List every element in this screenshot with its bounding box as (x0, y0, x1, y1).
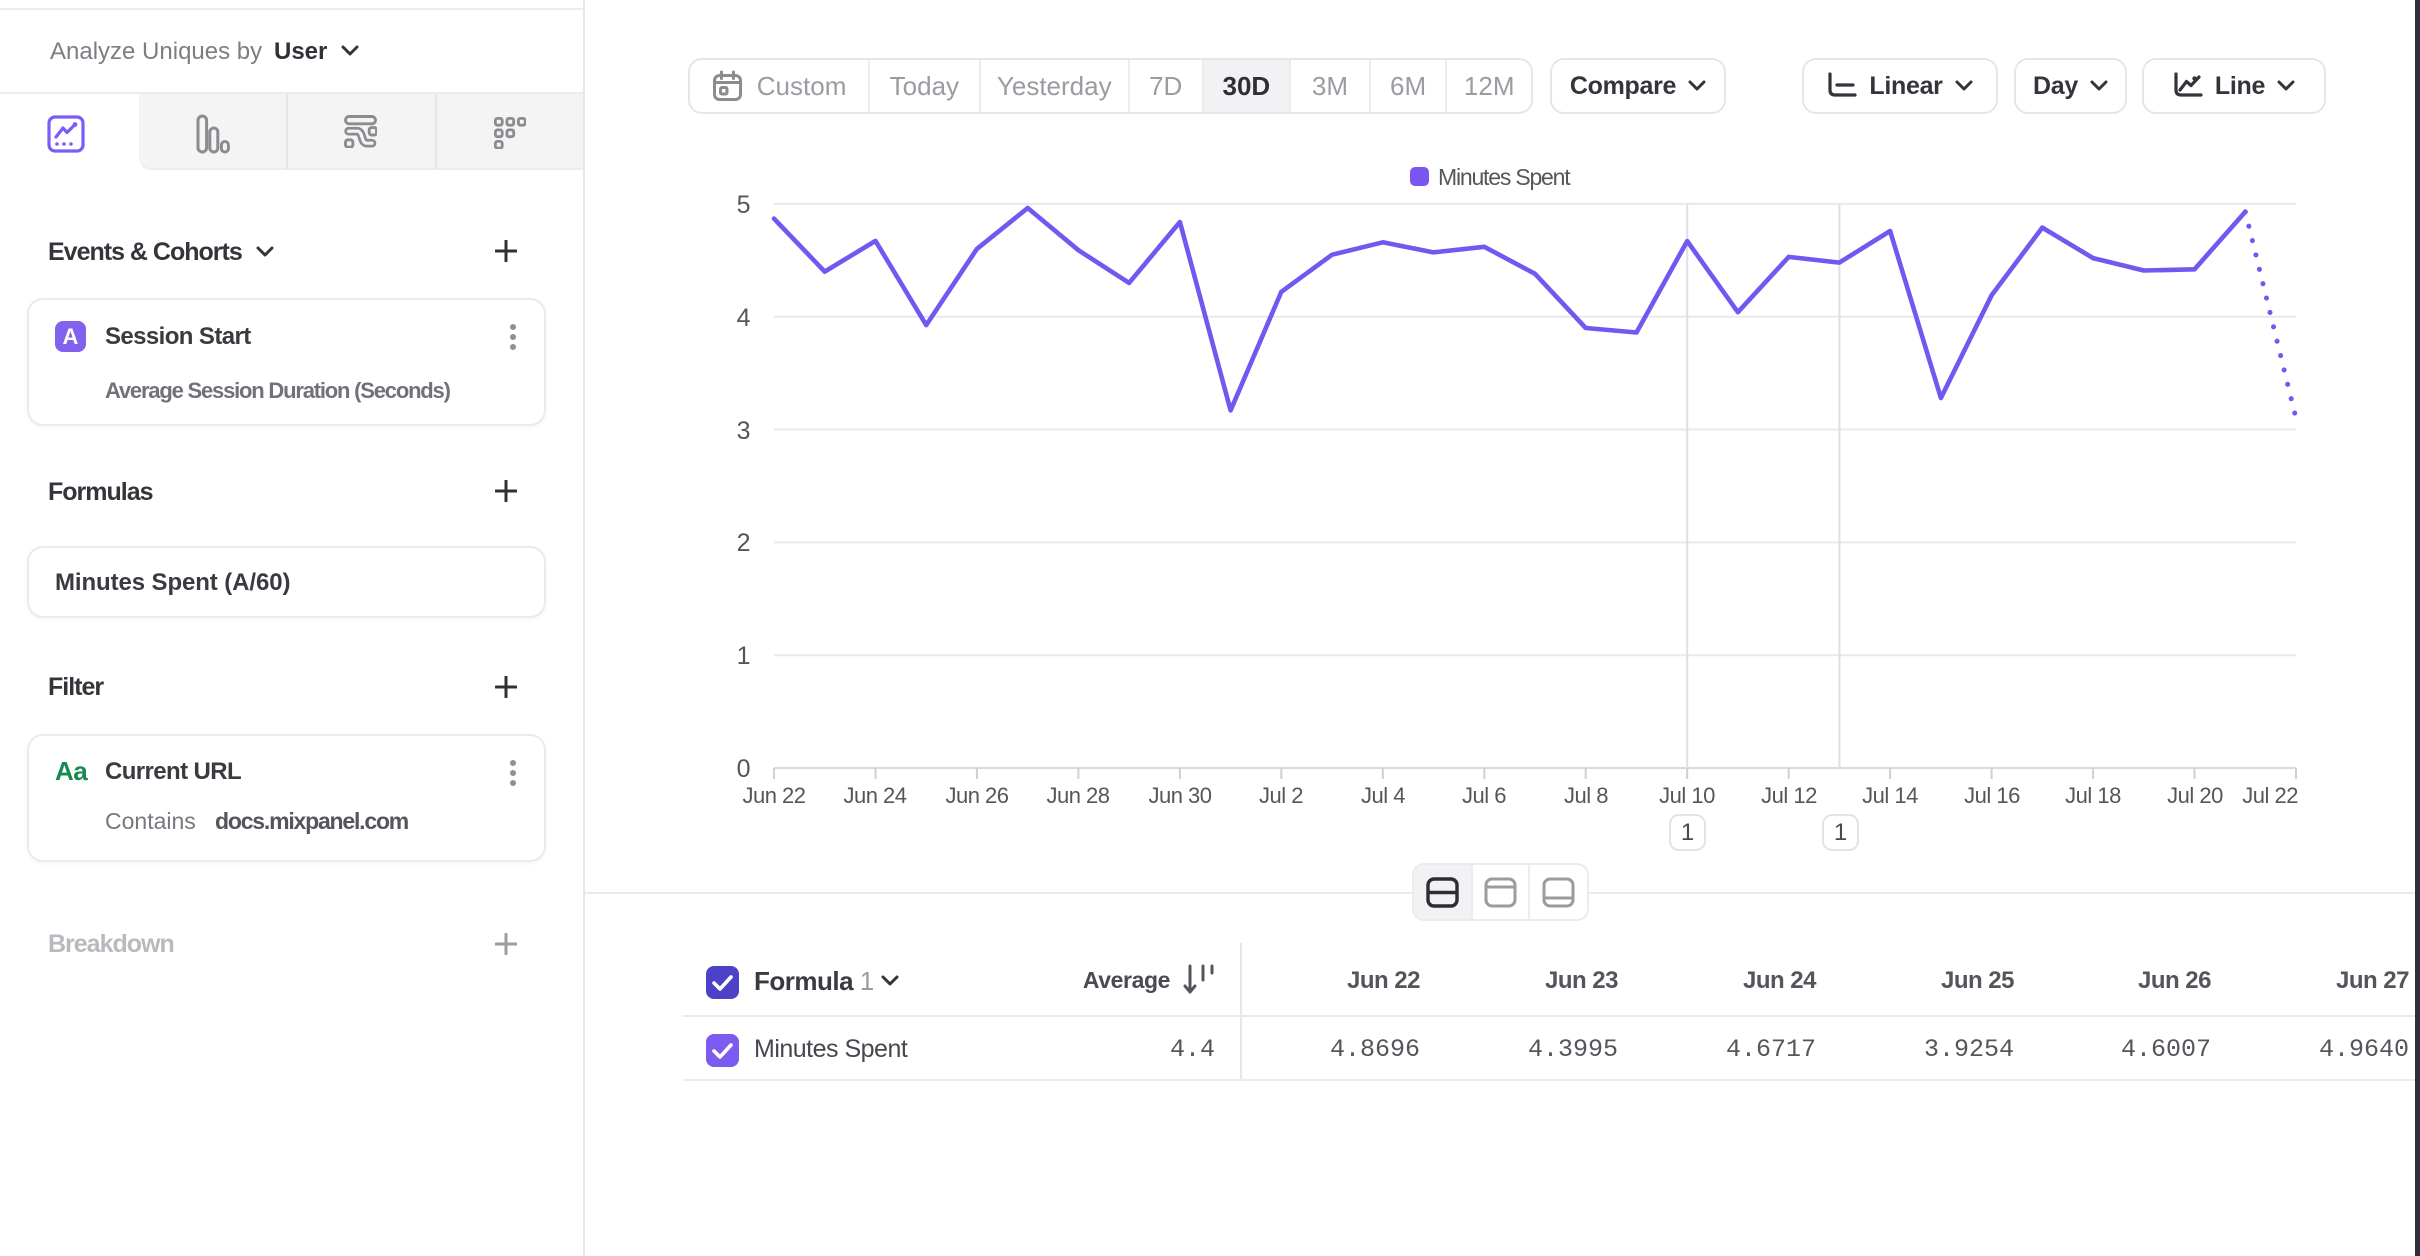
svg-text:Jul 18: Jul 18 (2065, 783, 2121, 808)
svg-text:Jul 12: Jul 12 (1761, 783, 1817, 808)
svg-text:Jul 4: Jul 4 (1361, 783, 1405, 808)
svg-text:Jul 20: Jul 20 (2167, 783, 2223, 808)
svg-text:Jul 8: Jul 8 (1564, 783, 1608, 808)
svg-text:Jun 28: Jun 28 (1046, 783, 1109, 808)
svg-text:0: 0 (737, 755, 750, 783)
svg-text:4: 4 (737, 304, 751, 332)
svg-text:Jun 26: Jun 26 (945, 783, 1008, 808)
svg-text:3: 3 (737, 417, 750, 445)
svg-text:Jul 10: Jul 10 (1659, 783, 1715, 808)
svg-text:Jul 16: Jul 16 (1964, 783, 2020, 808)
svg-text:Jun 30: Jun 30 (1148, 783, 1211, 808)
svg-text:Jul 14: Jul 14 (1862, 783, 1918, 808)
svg-text:1: 1 (737, 642, 750, 670)
svg-text:2: 2 (737, 529, 750, 557)
svg-text:Jun 22: Jun 22 (742, 783, 805, 808)
svg-text:Jul 6: Jul 6 (1462, 783, 1506, 808)
svg-text:5: 5 (737, 191, 750, 219)
svg-text:Jul 22: Jul 22 (2242, 783, 2298, 808)
svg-text:Jun 24: Jun 24 (843, 783, 906, 808)
svg-text:Jul 2: Jul 2 (1259, 783, 1303, 808)
